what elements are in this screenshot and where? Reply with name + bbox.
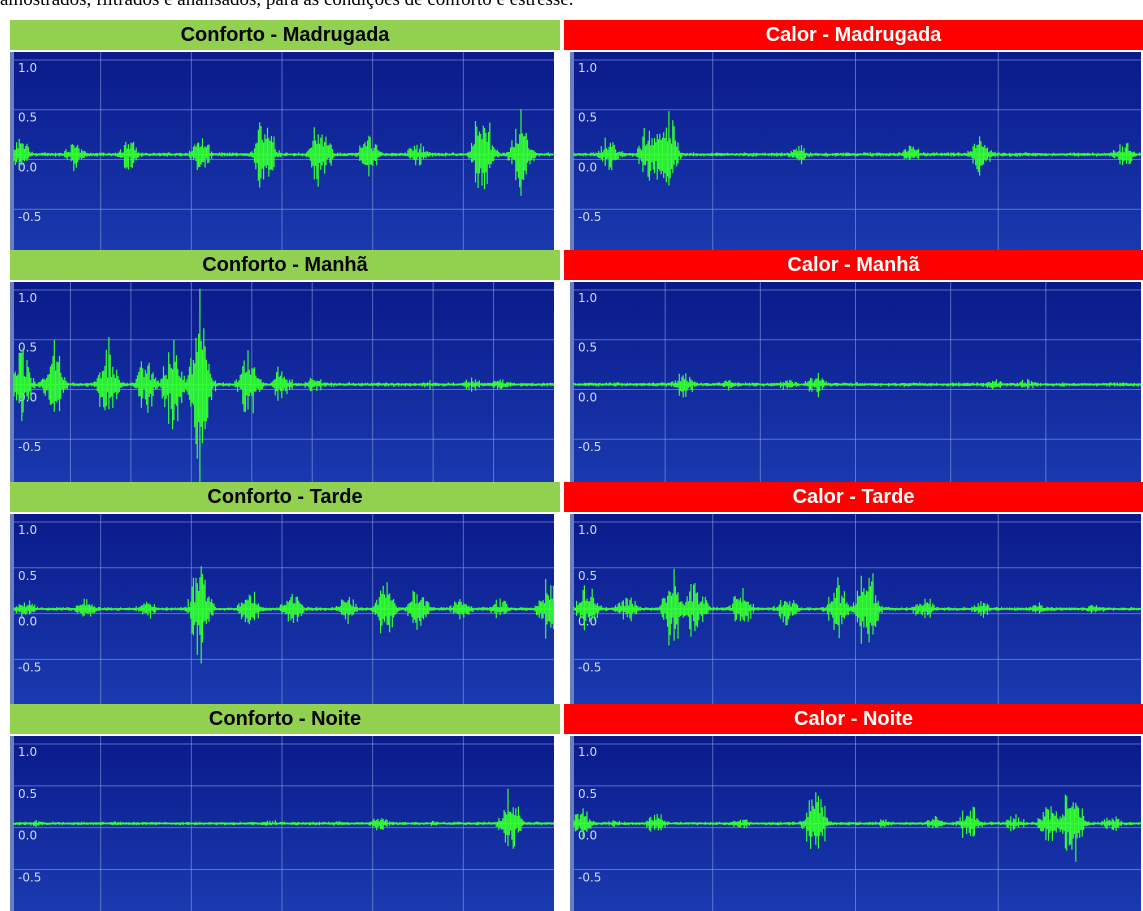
y-axis-edge — [10, 736, 14, 911]
y-tick-label: 0.5 — [18, 569, 37, 583]
y-axis-edge — [10, 282, 14, 487]
waveform-panel: 1.0 0.5 0.0 -0.5 — [570, 736, 1141, 911]
y-tick-label: 0.5 — [578, 111, 597, 125]
y-tick-label: 0.5 — [18, 341, 37, 355]
waveform-panel: 1.0 0.5 0.0 -0.5 — [10, 52, 554, 257]
y-tick-label: 1.0 — [18, 291, 37, 305]
y-tick-label: -0.5 — [578, 440, 601, 454]
y-axis-edge — [10, 514, 14, 704]
y-tick-label: 0.0 — [578, 160, 597, 174]
waveform-panel: 1.0 0.5 0.0 -0.5 — [570, 514, 1141, 704]
chart-title: Calor - Tarde — [564, 482, 1143, 512]
waveform-chart: 1.0 0.5 0.0 -0.5 — [10, 52, 554, 257]
y-tick-label: 0.0 — [18, 829, 37, 843]
waveform-panel: 1.0 0.5 0.0 -0.5 — [570, 282, 1141, 487]
y-tick-label: -0.5 — [18, 660, 41, 674]
y-tick-label: -0.5 — [578, 660, 601, 674]
y-tick-label: 0.0 — [578, 390, 597, 404]
y-tick-label: 0.5 — [578, 787, 597, 801]
y-tick-label: -0.5 — [18, 440, 41, 454]
y-axis-edge — [570, 514, 574, 704]
y-axis-edge — [570, 736, 574, 911]
waveform-panel: 1.0 0.5 0.0 -0.5 — [10, 514, 554, 704]
y-tick-label: 1.0 — [578, 291, 597, 305]
y-tick-label: 0.5 — [578, 341, 597, 355]
y-tick-label: -0.5 — [578, 210, 601, 224]
chart-title: Calor - Noite — [564, 704, 1143, 734]
chart-title: Conforto - Manhã — [10, 250, 560, 280]
y-axis-edge — [570, 282, 574, 487]
waveform-panel: 1.0 0.5 0.0 -0.5 — [10, 282, 554, 487]
y-tick-label: 0.5 — [18, 111, 37, 125]
y-axis-edge — [570, 52, 574, 257]
y-tick-label: 0.0 — [18, 615, 37, 629]
y-tick-label: -0.5 — [578, 871, 601, 885]
y-tick-label: 1.0 — [578, 523, 597, 537]
waveform-chart: 1.00.50.0-0.5 — [570, 514, 1141, 704]
y-tick-label: 0.0 — [18, 160, 37, 174]
waveform-chart: 1.0 0.5 0.0 -0.5 — [570, 282, 1141, 487]
chart-title: Conforto - Madrugada — [10, 20, 560, 50]
y-tick-label: 0.5 — [578, 569, 597, 583]
y-tick-label: -0.5 — [18, 871, 41, 885]
waveform-chart: 1.0 0.5 0.0 -0.5 — [10, 736, 554, 911]
y-tick-label: 1.0 — [18, 745, 37, 759]
y-tick-label: 0.5 — [18, 787, 37, 801]
waveform-panel: 1.0 0.5 0.0 -0.5 — [10, 736, 554, 911]
waveform-chart: 1.0 0.5 0.0 -0.5 — [10, 514, 554, 704]
y-tick-label: 1.0 — [578, 745, 597, 759]
page-caption: amostrados, filtrados e analisados, para… — [0, 0, 1143, 10]
waveform-chart: 1.0 0.5 0.0 -0.5 — [570, 52, 1141, 257]
waveform-chart: 1.00.50.0-0.5 — [570, 736, 1141, 911]
y-tick-label: 1.0 — [18, 61, 37, 75]
chart-title: Conforto - Noite — [10, 704, 560, 734]
waveform-panel: 1.0 0.5 0.0 -0.5 — [570, 52, 1141, 257]
y-axis-edge — [10, 52, 14, 257]
y-tick-label: 1.0 — [18, 523, 37, 537]
y-tick-label: -0.5 — [18, 210, 41, 224]
chart-title: Calor - Madrugada — [564, 20, 1143, 50]
chart-title: Conforto - Tarde — [10, 482, 560, 512]
y-tick-label: 1.0 — [578, 61, 597, 75]
chart-title: Calor - Manhã — [564, 250, 1143, 280]
waveform-chart: 1.00.50.0-0.5 — [10, 282, 554, 487]
